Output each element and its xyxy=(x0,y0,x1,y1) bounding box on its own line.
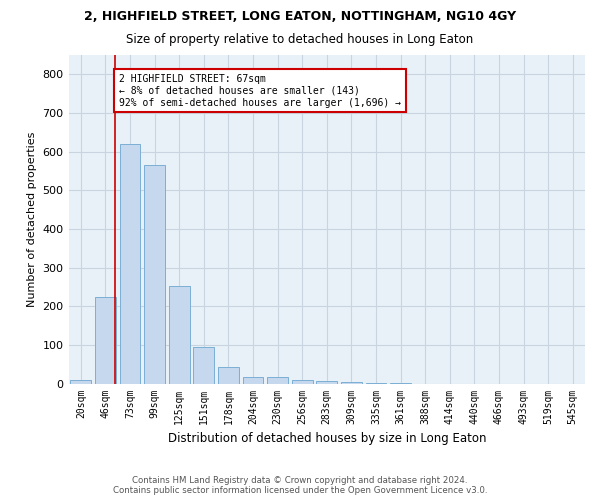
Bar xyxy=(341,382,362,384)
Bar xyxy=(169,286,190,384)
Bar xyxy=(267,376,288,384)
Text: 2, HIGHFIELD STREET, LONG EATON, NOTTINGHAM, NG10 4GY: 2, HIGHFIELD STREET, LONG EATON, NOTTING… xyxy=(84,10,516,23)
Text: 2 HIGHFIELD STREET: 67sqm
← 8% of detached houses are smaller (143)
92% of semi-: 2 HIGHFIELD STREET: 67sqm ← 8% of detach… xyxy=(119,74,401,108)
Bar xyxy=(193,347,214,384)
Bar xyxy=(316,381,337,384)
Bar xyxy=(365,383,386,384)
Text: Contains HM Land Registry data © Crown copyright and database right 2024.
Contai: Contains HM Land Registry data © Crown c… xyxy=(113,476,487,495)
Bar xyxy=(218,368,239,384)
Bar xyxy=(144,165,165,384)
X-axis label: Distribution of detached houses by size in Long Eaton: Distribution of detached houses by size … xyxy=(167,432,486,445)
Bar xyxy=(70,380,91,384)
Bar xyxy=(119,144,140,384)
Bar xyxy=(95,296,116,384)
Bar xyxy=(292,380,313,384)
Y-axis label: Number of detached properties: Number of detached properties xyxy=(27,132,37,307)
Bar xyxy=(242,377,263,384)
Text: Size of property relative to detached houses in Long Eaton: Size of property relative to detached ho… xyxy=(127,32,473,46)
